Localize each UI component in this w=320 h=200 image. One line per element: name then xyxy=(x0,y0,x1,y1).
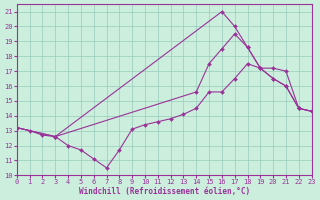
X-axis label: Windchill (Refroidissement éolien,°C): Windchill (Refroidissement éolien,°C) xyxy=(79,187,250,196)
